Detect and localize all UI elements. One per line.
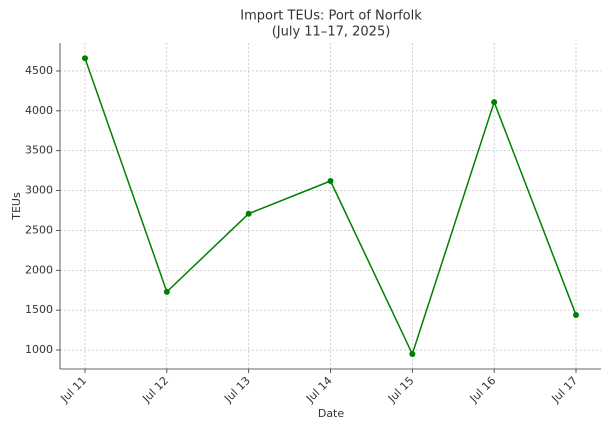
y-tick-label: 4000 xyxy=(25,104,53,117)
point xyxy=(491,99,498,106)
point xyxy=(573,311,579,318)
y-tick-label: 1500 xyxy=(25,303,53,316)
y-tick-label: 4500 xyxy=(25,64,53,77)
y-tick-label: 1000 xyxy=(25,343,53,356)
point xyxy=(163,288,170,295)
point xyxy=(245,210,252,217)
line xyxy=(84,57,577,357)
y-tick-label: 3500 xyxy=(25,144,53,157)
y-tick-label: 3000 xyxy=(25,184,53,197)
x-tick-label: Jul 12 xyxy=(139,374,171,406)
chart-title: Import TEUs: Port of Norfolk xyxy=(240,9,422,24)
x-tick-label: Jul 16 xyxy=(467,374,499,406)
y-axis-label: TEUs xyxy=(10,192,23,221)
x-tick-label: Jul 13 xyxy=(221,374,253,406)
chart-subtitle: (July 11–17, 2025) xyxy=(272,25,391,40)
y-tick-label: 2000 xyxy=(25,263,53,276)
x-axis-label: Date xyxy=(318,407,345,420)
x-tick-label: Jul 11 xyxy=(58,374,90,406)
y-tick-label: 2500 xyxy=(25,223,53,236)
point xyxy=(327,178,334,185)
point xyxy=(82,55,88,62)
x-tick-label: Jul 15 xyxy=(385,374,417,406)
point xyxy=(409,351,416,358)
x-tick-label: Jul 17 xyxy=(549,374,581,406)
x-tick-label: Jul 14 xyxy=(303,374,335,406)
